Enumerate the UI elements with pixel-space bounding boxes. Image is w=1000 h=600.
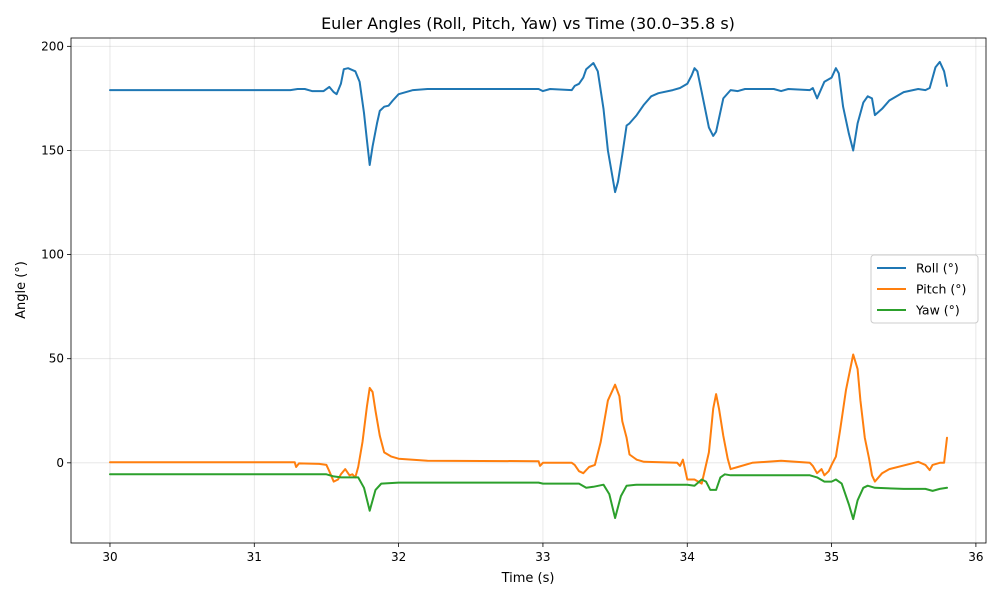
x-tick-label: 31	[247, 550, 262, 564]
legend-label-roll: Roll (°)	[916, 261, 959, 276]
x-tick-label: 36	[968, 550, 983, 564]
chart-title: Euler Angles (Roll, Pitch, Yaw) vs Time …	[321, 14, 735, 33]
x-tick-label: 30	[102, 550, 117, 564]
plot-background	[71, 38, 986, 543]
y-axis-label: Angle (°)	[14, 261, 29, 319]
x-axis-label: Time (s)	[501, 571, 555, 586]
x-tick-label: 33	[535, 550, 550, 564]
y-tick-label: 150	[41, 143, 64, 157]
y-tick-label: 0	[56, 456, 64, 470]
y-tick-label: 50	[49, 352, 64, 366]
y-tick-label: 200	[41, 39, 64, 53]
series-line-yaw	[109, 473, 948, 521]
legend: Roll (°) Pitch (°) Yaw (°)	[870, 254, 979, 324]
axis-ticks: 30 31 32 33 34 35 36 0 50 100 150 200	[41, 39, 983, 564]
series-line-roll	[109, 60, 948, 194]
legend-label-yaw: Yaw (°)	[915, 303, 960, 318]
x-tick-label: 32	[391, 550, 406, 564]
grid	[71, 38, 986, 543]
y-tick-label: 100	[41, 248, 64, 262]
x-tick-label: 34	[680, 550, 695, 564]
series-group	[109, 60, 948, 521]
legend-label-pitch: Pitch (°)	[916, 282, 966, 297]
plot-frame	[70, 37, 987, 544]
x-tick-label: 35	[824, 550, 839, 564]
series-line-pitch	[109, 353, 948, 485]
legend-box	[870, 254, 979, 324]
